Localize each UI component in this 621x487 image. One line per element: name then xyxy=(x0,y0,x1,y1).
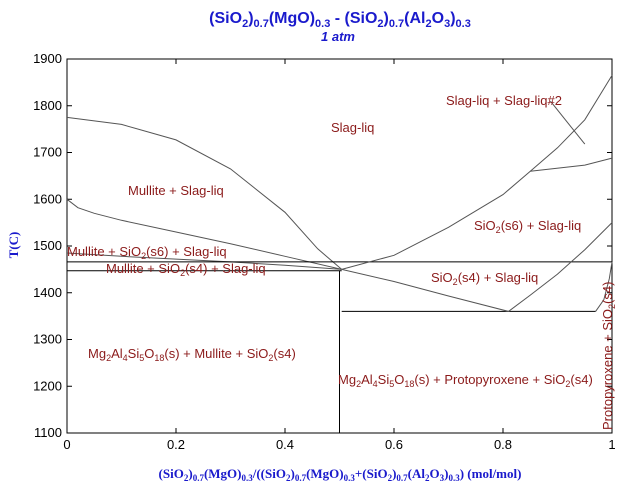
region-label-slag-liq: Slag-liq xyxy=(331,120,374,135)
boundary-miscibility-tie xyxy=(550,100,586,145)
y-tick-label: 1400 xyxy=(33,285,62,300)
y-tick-label: 1200 xyxy=(33,378,62,393)
x-tick-label: 0.2 xyxy=(167,437,185,452)
region-label-mullite-liq: Mullite + Slag-liq xyxy=(128,183,224,198)
x-tick-label: 0.6 xyxy=(385,437,403,452)
y-tick-label: 1900 xyxy=(33,51,62,66)
boundary-sio2-liquidus xyxy=(341,75,613,270)
region-label-sio2-s4-liq: SiO2(s4) + Slag-liq xyxy=(431,270,538,287)
y-tick-label: 1800 xyxy=(33,98,62,113)
region-labels: Slag-liq Slag-liq + Slag-liq#2 Mullite +… xyxy=(67,93,617,430)
x-axis-label: (SiO2)0.7(MgO)0.3/((SiO2)0.7(MgO)0.3+(Si… xyxy=(159,466,522,483)
boundary-protopyroxene-boundary xyxy=(595,261,613,312)
x-tick-label: 0.4 xyxy=(276,437,294,452)
region-label-sio2-s6-liq: SiO2(s6) + Slag-liq xyxy=(474,218,581,235)
chart-title: (SiO2)0.7(MgO)0.3 - (SiO2)0.7(Al2O3)0.3 xyxy=(209,10,471,30)
y-tick-label: 1600 xyxy=(33,191,62,206)
region-label-protopyroxene-vertical: Protopyroxene + SiO2(s4) xyxy=(600,282,617,430)
y-axis-label: T(C) xyxy=(6,232,21,259)
chart-subtitle: 1 atm xyxy=(321,29,355,44)
y-tick-label: 1500 xyxy=(33,238,62,253)
y-tick-label: 1700 xyxy=(33,145,62,160)
boundary-sio2-s6-mullite-lower xyxy=(66,252,342,270)
region-label-cordierite-protopyroxene: Mg2Al4Si5O18(s) + Protopyroxene + SiO2(s… xyxy=(338,372,593,389)
region-label-mullite-s4-liq: Mullite + SiO2(s4) + Slag-liq xyxy=(106,261,266,278)
x-tick-label: 0.8 xyxy=(494,437,512,452)
phase-boundaries xyxy=(66,75,613,433)
region-label-mullite-s6-liq: Mullite + SiO2(s6) + Slag-liq xyxy=(67,244,227,261)
x-tick-label: 1 xyxy=(608,437,615,452)
region-label-cordierite-mullite: Mg2Al4Si5O18(s) + Mullite + SiO2(s4) xyxy=(88,346,296,363)
x-axis-ticks: 0 0.2 0.4 0.6 0.8 1 xyxy=(63,59,616,452)
y-axis-ticks: 1100 1200 1300 1400 1500 1600 1700 1800 1900 xyxy=(33,51,612,440)
boundary-miscibility-gap-bottom xyxy=(530,157,613,172)
y-tick-label: 1100 xyxy=(34,425,62,440)
boundary-mullite-liquidus xyxy=(66,116,343,270)
boundary-sio2-s6-mullite-upper xyxy=(66,198,342,270)
x-tick-label: 0 xyxy=(63,437,70,452)
y-tick-label: 1300 xyxy=(33,332,62,347)
region-label-two-liquids: Slag-liq + Slag-liq#2 xyxy=(446,93,562,108)
boundary-sio2-s4-liquidus xyxy=(341,222,613,312)
